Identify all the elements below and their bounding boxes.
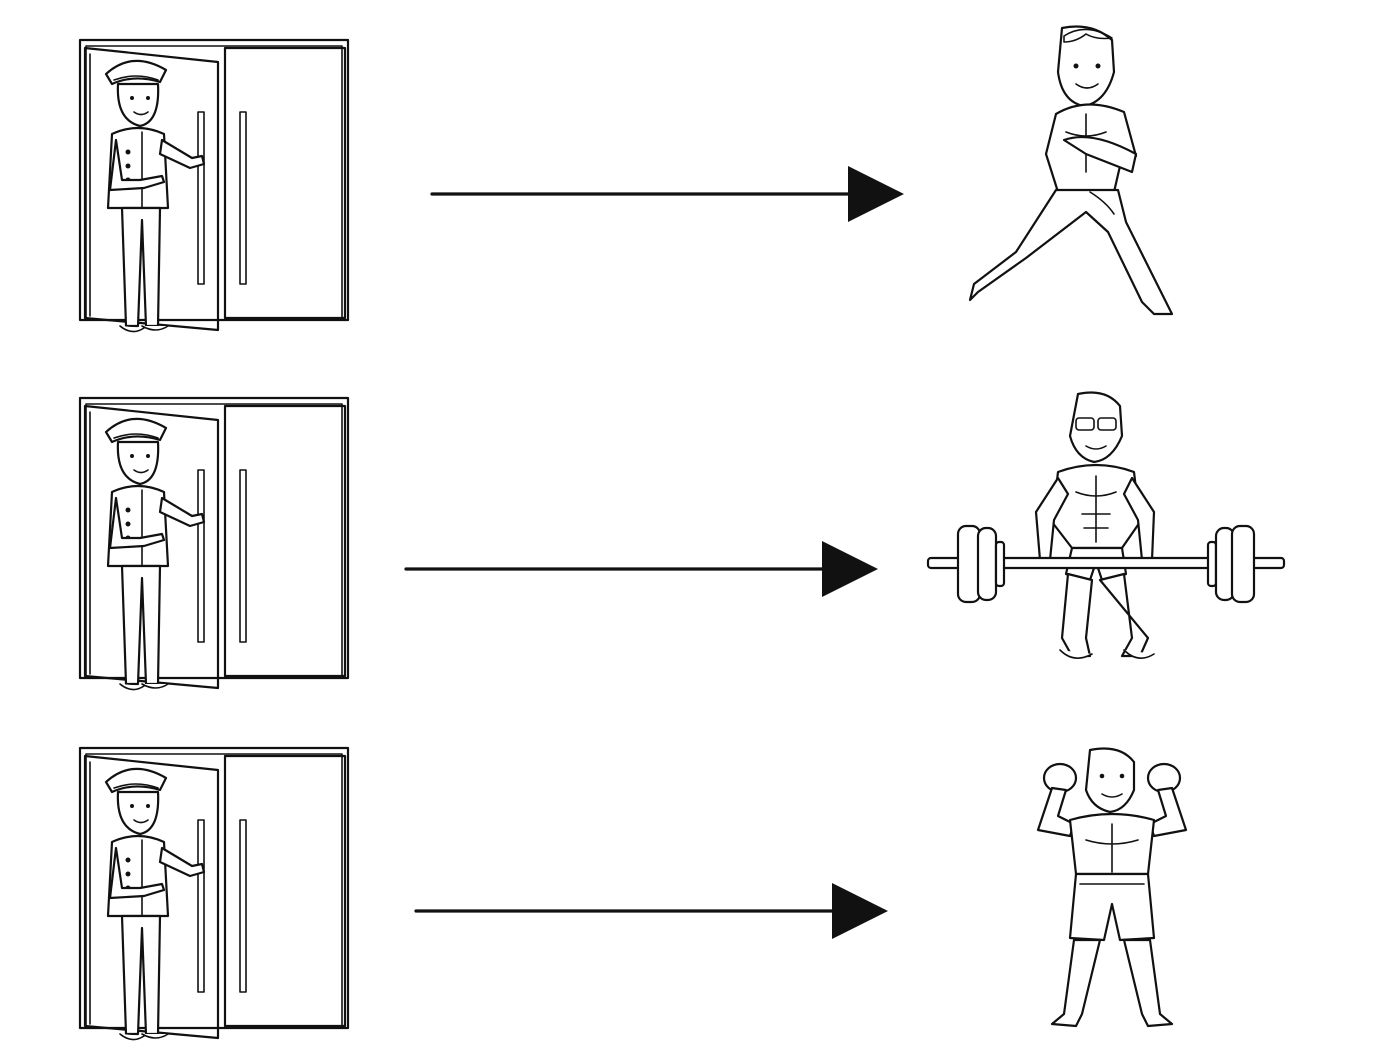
weightlifter-icon [926, 391, 1286, 659]
row-1 [78, 25, 1174, 333]
arrow-icon [430, 164, 906, 224]
row-3 [78, 746, 1188, 1041]
arrow-icon [414, 881, 890, 941]
doorman-icon [78, 396, 350, 691]
doorman-icon [78, 38, 350, 333]
martial-artist-icon [968, 25, 1174, 316]
arrow-icon [404, 539, 880, 599]
row-2 [78, 391, 1286, 691]
doorman-icon [78, 746, 350, 1041]
boxer-icon [1036, 747, 1188, 1028]
